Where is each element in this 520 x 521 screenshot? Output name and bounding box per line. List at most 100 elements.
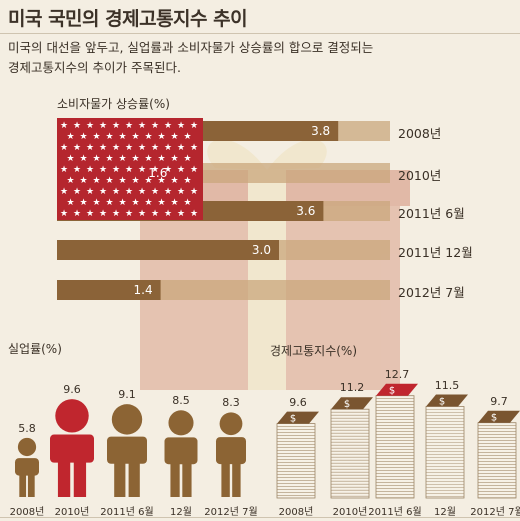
us-flag-graphic: ★ ★ ★ ★ ★ ★ ★ ★ ★ ★ ★★ ★ ★ ★ ★ ★ ★ ★ ★ ★★ ★ ★ ★ ★ ★ ★ ★ ★ ★ ★★ ★ ★ ★ ★ ★ ★ ★… — [57, 118, 203, 220]
svg-text:★: ★ — [170, 132, 178, 142]
svg-text:★: ★ — [151, 165, 159, 175]
svg-text:★: ★ — [138, 143, 146, 153]
svg-text:★: ★ — [144, 154, 152, 164]
subtitle-line-2: 경제고통지수의 추이가 주목된다. — [8, 60, 181, 75]
cpi-category-label: 2011년 12월 — [398, 245, 473, 260]
svg-text:★: ★ — [99, 143, 107, 153]
svg-text:★: ★ — [177, 165, 185, 175]
svg-text:★: ★ — [60, 209, 68, 219]
svg-text:★: ★ — [66, 154, 74, 164]
svg-text:★: ★ — [125, 165, 133, 175]
svg-text:★: ★ — [118, 154, 126, 164]
page-title: 미국 국민의 경제고통지수 추이 — [8, 8, 248, 30]
unemployment-person-bar — [107, 404, 147, 497]
svg-text:★: ★ — [131, 132, 139, 142]
unemployment-person-bar — [15, 437, 39, 497]
dollar-icon: $ — [344, 399, 350, 410]
svg-text:★: ★ — [157, 132, 165, 142]
svg-text:★: ★ — [92, 132, 100, 142]
svg-text:★: ★ — [151, 209, 159, 219]
svg-text:★: ★ — [112, 143, 120, 153]
svg-text:★: ★ — [177, 187, 185, 197]
cpi-chart-title: 소비자물가 상승률(%) — [57, 97, 170, 111]
svg-text:★: ★ — [112, 187, 120, 197]
cpi-value-label: 3.6 — [296, 204, 316, 218]
svg-text:★: ★ — [125, 209, 133, 219]
title-divider — [0, 33, 520, 34]
svg-text:★: ★ — [164, 165, 172, 175]
misery-chart-title: 경제고통지수(%) — [270, 344, 358, 358]
misery-value-label: 11.5 — [434, 378, 460, 392]
unemployment-value-label: 8.3 — [222, 396, 240, 410]
misery-book-stack: $ — [330, 397, 373, 499]
dollar-icon: $ — [389, 386, 395, 397]
unemployment-person-bar — [50, 399, 94, 497]
dollar-icon: $ — [290, 414, 296, 425]
unemployment-value-label: 5.8 — [18, 421, 36, 435]
cpi-category-label: 2010년 — [398, 168, 442, 183]
svg-text:★: ★ — [118, 198, 126, 208]
svg-text:★: ★ — [151, 143, 159, 153]
svg-text:★: ★ — [99, 121, 107, 131]
svg-text:★: ★ — [99, 187, 107, 197]
svg-text:★: ★ — [190, 143, 198, 153]
svg-text:★: ★ — [170, 176, 178, 186]
cpi-category-label: 2012년 7월 — [398, 285, 465, 300]
cpi-value-label: 3.0 — [251, 243, 271, 257]
svg-text:★: ★ — [60, 187, 68, 197]
bottom-divider — [0, 517, 520, 518]
svg-text:★: ★ — [125, 121, 133, 131]
svg-text:★: ★ — [177, 121, 185, 131]
svg-text:★: ★ — [79, 176, 87, 186]
misery-category-label: 2010년 — [332, 507, 368, 518]
svg-text:★: ★ — [190, 187, 198, 197]
misery-category-label: 12월 — [434, 507, 456, 518]
svg-text:★: ★ — [157, 176, 165, 186]
svg-text:★: ★ — [151, 121, 159, 131]
cpi-value-label: 1.4 — [133, 283, 153, 297]
svg-text:★: ★ — [66, 198, 74, 208]
misery-category-label: 2008년 — [278, 507, 314, 518]
svg-text:★: ★ — [118, 132, 126, 142]
cpi-value-label: 3.8 — [311, 124, 331, 138]
svg-text:★: ★ — [105, 132, 113, 142]
svg-text:★: ★ — [131, 154, 139, 164]
svg-text:★: ★ — [138, 187, 146, 197]
svg-text:★: ★ — [157, 198, 165, 208]
unemployment-person-bar — [164, 410, 198, 497]
misery-value-label: 11.2 — [339, 381, 365, 395]
svg-text:★: ★ — [131, 198, 139, 208]
svg-text:★: ★ — [144, 176, 152, 186]
gift-bow-right — [267, 139, 327, 170]
svg-text:★: ★ — [125, 187, 133, 197]
svg-text:★: ★ — [138, 121, 146, 131]
svg-text:★: ★ — [131, 176, 139, 186]
unemployment-category-label: 2008년 — [9, 507, 45, 518]
svg-text:★: ★ — [138, 209, 146, 219]
svg-text:★: ★ — [164, 209, 172, 219]
unemployment-category-label: 2012년 7월 — [204, 507, 258, 518]
cpi-bar — [57, 280, 161, 300]
misery-book-stack: $ — [375, 383, 418, 499]
svg-text:★: ★ — [138, 165, 146, 175]
svg-text:★: ★ — [112, 165, 120, 175]
unemployment-value-label: 9.6 — [63, 383, 81, 397]
misery-book-stack: $ — [276, 411, 319, 499]
svg-text:★: ★ — [105, 176, 113, 186]
unemployment-category-label: 2010년 — [54, 507, 90, 518]
svg-text:★: ★ — [99, 165, 107, 175]
svg-text:★: ★ — [177, 209, 185, 219]
subtitle: 미국의 대선을 앞두고, 실업률과 소비자물가 상승률의 합으로 결정되는 경제… — [8, 38, 478, 78]
svg-text:★: ★ — [183, 154, 191, 164]
svg-text:★: ★ — [183, 176, 191, 186]
svg-text:★: ★ — [112, 209, 120, 219]
svg-text:★: ★ — [190, 209, 198, 219]
svg-text:★: ★ — [92, 176, 100, 186]
cpi-category-label: 2011년 6월 — [398, 206, 465, 221]
svg-text:★: ★ — [183, 132, 191, 142]
svg-text:★: ★ — [79, 154, 87, 164]
